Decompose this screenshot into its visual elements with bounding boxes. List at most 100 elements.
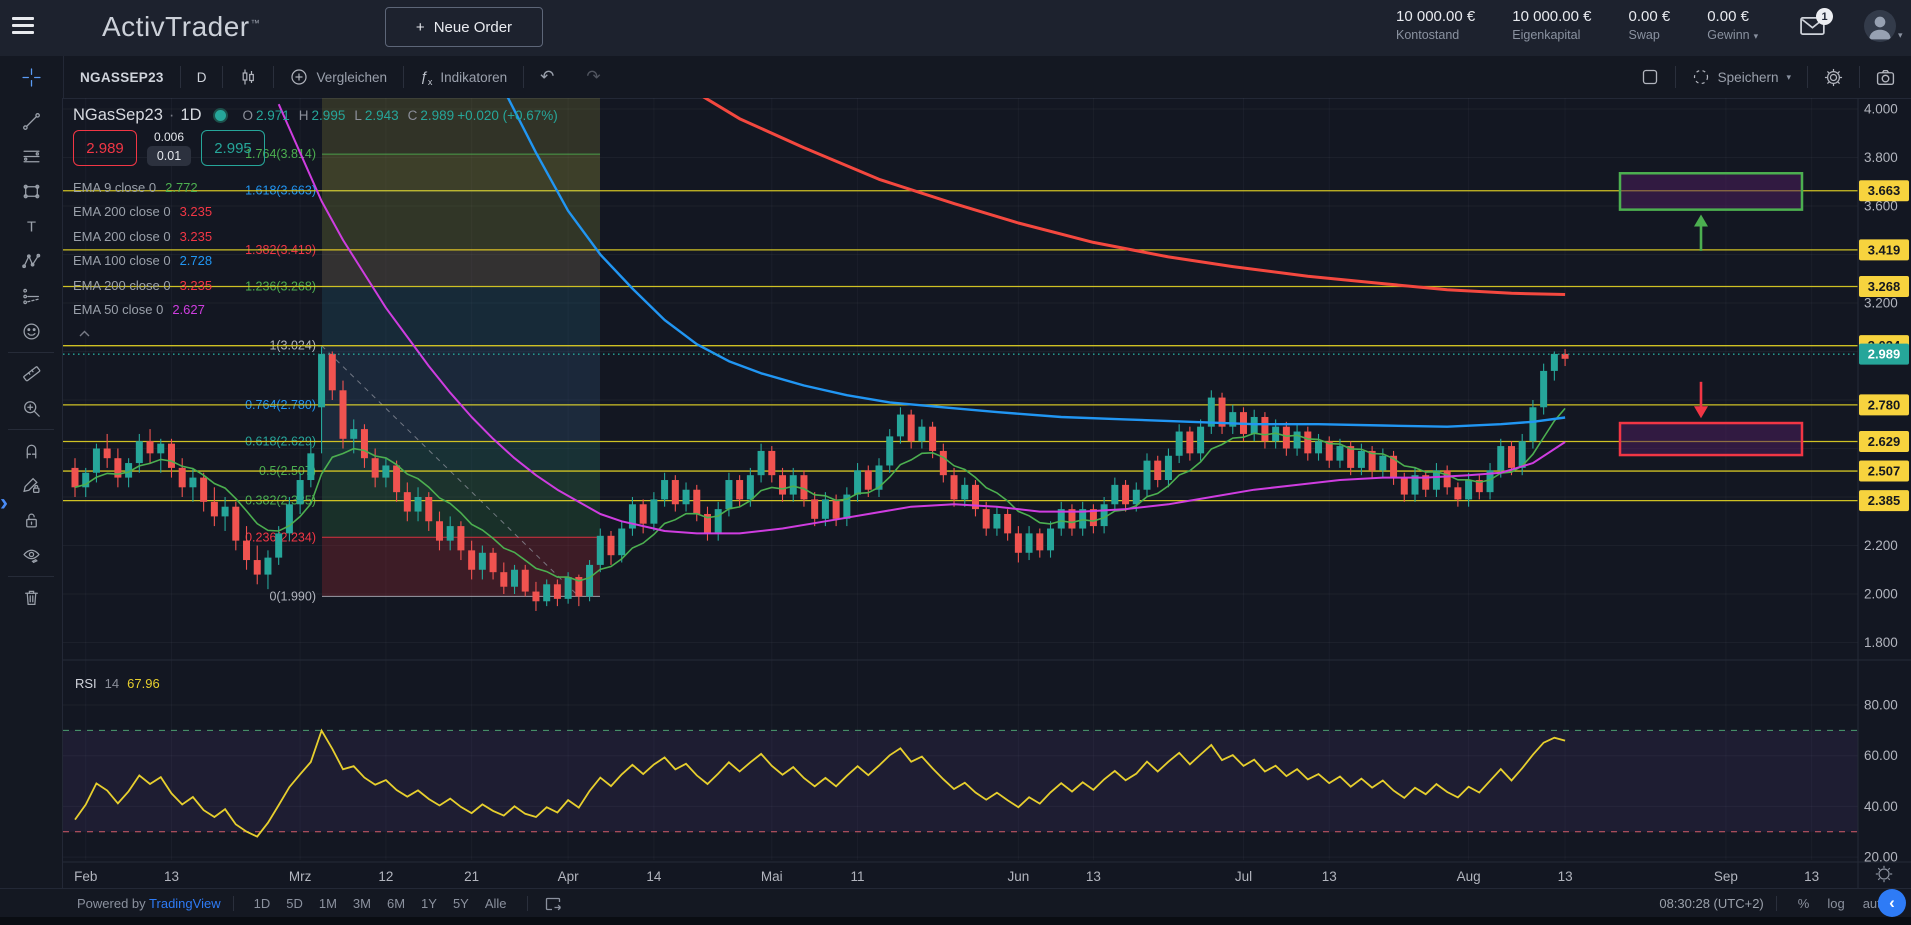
compare-button[interactable]: Vergleichen xyxy=(274,56,403,98)
indicator-row[interactable]: EMA 200 close 0 3.235 xyxy=(73,228,213,244)
ema200-line xyxy=(702,98,1566,296)
svg-text:1.800: 1.800 xyxy=(1864,635,1898,650)
svg-text:3.600: 3.600 xyxy=(1864,199,1898,214)
svg-text:Jul: Jul xyxy=(1235,869,1252,884)
price-label xyxy=(1859,276,1909,298)
ema100-line xyxy=(506,98,1566,428)
time-axis[interactable]: Feb 13 Mrz 12 21 Apr 14 Mai 11 Jun 13 Jul 13 Aug 13 Sep… xyxy=(74,865,1893,884)
collapse-legend-icon[interactable] xyxy=(73,326,95,341)
fullscreen-button[interactable] xyxy=(1625,56,1675,98)
svg-text:Jun: Jun xyxy=(1007,869,1029,884)
chart-canvas[interactable]: 1.764(3.814)1.618(3.663)1.382(3.419)1.23… xyxy=(63,98,1911,888)
goto-date-icon[interactable] xyxy=(544,895,562,913)
square-icon xyxy=(1642,69,1657,85)
svg-text:2.200: 2.200 xyxy=(1864,538,1898,553)
spread-display: 0.006 0.01 xyxy=(143,130,195,166)
drawing-lock-tool[interactable] xyxy=(0,468,63,503)
svg-text:21: 21 xyxy=(464,869,479,884)
plus-icon: + xyxy=(415,18,425,36)
xabcd-pattern-tool[interactable] xyxy=(0,244,63,279)
svg-text:14: 14 xyxy=(646,869,662,884)
range-3m[interactable]: 3M xyxy=(345,894,379,913)
price-label xyxy=(1859,490,1909,512)
indicator-row[interactable]: EMA 9 close 0 2.772 xyxy=(73,179,198,195)
range-5d[interactable]: 5D xyxy=(278,894,311,913)
rsi-line xyxy=(74,728,1566,838)
chart-toolbar: NGASSEP23 D Vergleichen ƒx Indikatoren ↶… xyxy=(0,56,1911,99)
ohlc-values: O 2.971 H 2.995 L 2.943 C 2.989 +0.020 (+0.6… xyxy=(242,108,558,123)
hide-drawings-tool[interactable] xyxy=(0,538,63,573)
camera-icon xyxy=(1876,69,1895,85)
menu-icon[interactable] xyxy=(12,17,38,39)
legend-interval[interactable]: 1D xyxy=(180,106,202,124)
stat-kontostand: 10 000.00 € Kontostand xyxy=(1396,8,1476,42)
undo-button[interactable]: ↶ xyxy=(540,67,555,86)
range-buttons: 1D 5D 1M 3M 6M 1Y 5Y Alle xyxy=(246,894,515,913)
redo-button[interactable]: ↷ xyxy=(586,67,601,86)
interval-button[interactable]: D xyxy=(196,69,207,85)
expand-panel-icon[interactable]: › xyxy=(0,489,8,516)
indicator-row[interactable]: EMA 100 close 0 2.728 xyxy=(73,253,213,269)
svg-text:Aug: Aug xyxy=(1457,869,1481,884)
horizontal-lines xyxy=(63,190,1858,502)
indicator-row[interactable]: EMA 200 close 0 3.235 xyxy=(73,277,213,293)
legend-symbol[interactable]: NGasSep23 xyxy=(73,106,163,124)
mail-icon[interactable]: 1 xyxy=(1800,8,1833,37)
person-icon xyxy=(1869,16,1891,40)
magnet-tool[interactable] xyxy=(0,433,63,468)
bid-button[interactable]: 2.989 xyxy=(73,130,137,166)
zoom-in-tool[interactable] xyxy=(0,391,63,426)
crosshair-tool[interactable] xyxy=(0,56,64,98)
notification-badge: 1 xyxy=(1816,8,1833,25)
rsi-legend[interactable]: RSI 14 67.96 xyxy=(75,676,160,691)
symbol-button[interactable]: NGASSEP23 xyxy=(80,69,164,85)
drawing-toolbar: T xyxy=(0,98,63,888)
range-1m[interactable]: 1M xyxy=(311,894,345,913)
powered-by[interactable]: Powered by TradingView xyxy=(77,896,221,911)
percent-scale-button[interactable]: % xyxy=(1797,896,1810,911)
svg-text:13: 13 xyxy=(1322,869,1337,884)
lock-all-tool[interactable] xyxy=(0,503,63,538)
fib-retracement-tool[interactable] xyxy=(0,139,63,174)
indicator-row[interactable]: EMA 200 close 0 3.235 xyxy=(73,204,213,220)
candles-icon xyxy=(243,69,255,85)
chart-type-button[interactable] xyxy=(223,56,273,98)
log-scale-button[interactable]: log xyxy=(1827,896,1845,911)
current-price-label xyxy=(1859,343,1909,365)
indicator-row[interactable]: EMA 50 close 0 2.627 xyxy=(73,302,205,318)
svg-text:13: 13 xyxy=(1086,869,1101,884)
range-5y[interactable]: 5Y xyxy=(445,894,477,913)
svg-text:2.000: 2.000 xyxy=(1864,587,1898,602)
svg-text:2.385: 2.385 xyxy=(1868,493,1901,508)
screenshot-button[interactable] xyxy=(1860,56,1911,98)
ask-button[interactable]: 2.995 xyxy=(201,130,265,166)
svg-text:Sep: Sep xyxy=(1714,869,1738,884)
range-6m[interactable]: 6M xyxy=(379,894,413,913)
settings-button[interactable] xyxy=(1808,56,1859,98)
shapes-tool[interactable] xyxy=(0,174,63,209)
save-layout-button[interactable]: Speichern ▾ xyxy=(1676,56,1807,98)
signal-boxes xyxy=(1618,172,1804,457)
remove-drawings-tool[interactable] xyxy=(0,580,63,615)
stat-gewinn[interactable]: 0.00 € Gewinn ▾ xyxy=(1707,8,1759,42)
app-logo: ActivTrader™ xyxy=(102,11,261,42)
price-label xyxy=(1859,180,1909,202)
collapse-panel-button[interactable]: ‹ xyxy=(1878,889,1906,917)
clock[interactable]: 08:30:28 (UTC+2) xyxy=(1659,896,1764,911)
new-order-button[interactable]: + Neue Order xyxy=(385,7,543,47)
measure-tool[interactable] xyxy=(0,356,63,391)
range-alle[interactable]: Alle xyxy=(477,894,515,913)
window-edge xyxy=(0,917,1911,925)
range-1y[interactable]: 1Y xyxy=(413,894,445,913)
svg-text:4.000: 4.000 xyxy=(1864,102,1898,117)
indicators-button[interactable]: ƒx Indikatoren xyxy=(420,67,508,87)
trend-line-tool[interactable] xyxy=(0,104,63,139)
price-axis[interactable]: 4.000 3.800 3.600 3.200 2.200 2.000 1.800 80.00… xyxy=(1859,102,1909,865)
user-avatar[interactable] xyxy=(1864,10,1896,42)
range-1d[interactable]: 1D xyxy=(246,894,279,913)
svg-text:T: T xyxy=(27,219,36,235)
text-tool[interactable]: T xyxy=(0,209,63,244)
forecast-tool[interactable] xyxy=(0,279,63,314)
emoji-tool[interactable] xyxy=(0,314,63,349)
